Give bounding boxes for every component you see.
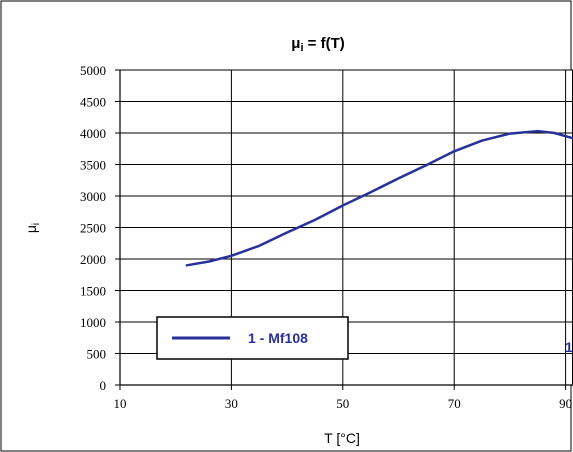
x-tick-label: 10 (114, 396, 127, 411)
y-tick-label: 1000 (80, 315, 106, 330)
y-tick-label: 4500 (80, 95, 106, 110)
y-tick-label: 3000 (80, 189, 106, 204)
x-tick-label: 70 (448, 396, 461, 411)
series-layer (185, 129, 573, 267)
y-tick-label: 0 (100, 378, 107, 393)
y-tick-label: 3500 (80, 158, 106, 173)
series-end-label: 1 (565, 339, 573, 355)
x-tick-label: 30 (225, 396, 238, 411)
series-line-1 (185, 129, 573, 267)
legend: 1 - Mf108 (156, 316, 349, 360)
axes (115, 69, 573, 390)
x-axis-label: T [°C] (324, 430, 360, 446)
y-axis-label: μi (23, 223, 42, 233)
legend-label: 1 - Mf108 (248, 330, 308, 346)
y-tick-label: 5000 (80, 63, 106, 78)
x-tick-label: 90 (559, 396, 572, 411)
y-tick-label: 2000 (80, 252, 106, 267)
x-tick-label: 50 (336, 396, 349, 411)
y-tick-label: 500 (87, 347, 107, 362)
y-tick-label: 1500 (80, 284, 106, 299)
y-tick-label: 2500 (80, 221, 106, 236)
chart-title: μi = f(T) (291, 35, 345, 54)
y-tick-label: 4000 (80, 126, 106, 141)
x-tick-labels: 1030507090110130150170190210230250 (114, 396, 573, 411)
y-tick-labels: 0 500 1000 1500 2000 2500 3000 3500 4000 4500 5000 (80, 63, 106, 393)
